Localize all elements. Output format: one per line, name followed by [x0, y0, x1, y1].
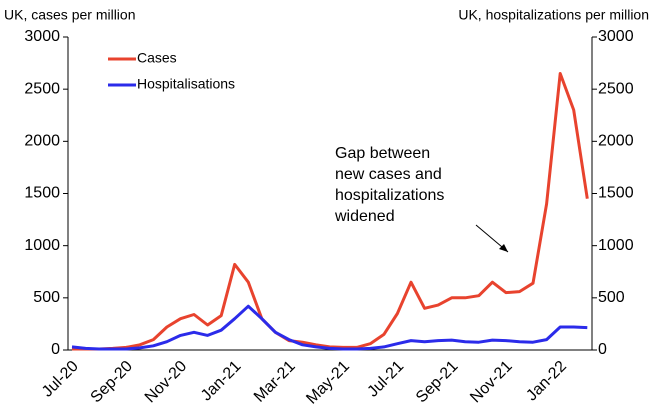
annotation-line: hospitalizations — [335, 187, 444, 204]
y2-tick-label: 1500 — [598, 185, 634, 202]
x-tick-label: Jan-21 — [198, 358, 245, 405]
y2-tick-label: 1000 — [598, 237, 634, 254]
x-tick-label: Sep-20 — [88, 358, 137, 407]
x-tick-label: May-21 — [303, 358, 353, 408]
series-line — [72, 72, 589, 351]
x-tick-label: Mar-21 — [251, 358, 299, 406]
y-tick-label: 0 — [51, 341, 60, 358]
annotation-line: Gap between — [335, 145, 430, 162]
y-tick-label: 1500 — [24, 185, 60, 202]
y-tick-label: 2000 — [24, 133, 60, 150]
x-tick-label: Jul-21 — [364, 358, 407, 401]
y2-tick-label: 500 — [598, 289, 625, 306]
y-axis-title: UK, cases per million — [4, 7, 136, 23]
y2-tick-label: 2500 — [598, 80, 634, 97]
y2-tick-label: 2000 — [598, 133, 634, 150]
legend-label: Cases — [137, 50, 177, 66]
x-tick-label: Sep-21 — [413, 358, 462, 407]
x-tick-label: Nov-20 — [142, 358, 191, 407]
y2-tick-label: 3000 — [598, 28, 634, 45]
x-tick-label: Nov-21 — [467, 358, 516, 407]
x-tick-label: Jan-22 — [523, 358, 570, 405]
x-tick-label: Jul-20 — [39, 358, 82, 401]
y-tick-label: 3000 — [24, 28, 60, 45]
annotation: Gap between new cases and hospitalizations… — [334, 145, 444, 225]
y-tick-label: 2500 — [24, 80, 60, 97]
y2-tick-label: 0 — [598, 341, 607, 358]
y2-axis-title: UK, hospitalizations per million — [458, 7, 649, 23]
y-tick-label: 1000 — [24, 237, 60, 254]
legend-label: Hospitalisations — [137, 76, 235, 92]
series-line — [71, 304, 588, 351]
annotation-line: widened — [334, 208, 395, 225]
annotation-line: new cases and — [335, 166, 442, 183]
arrow-head — [499, 244, 508, 252]
y-tick-label: 500 — [33, 289, 60, 306]
